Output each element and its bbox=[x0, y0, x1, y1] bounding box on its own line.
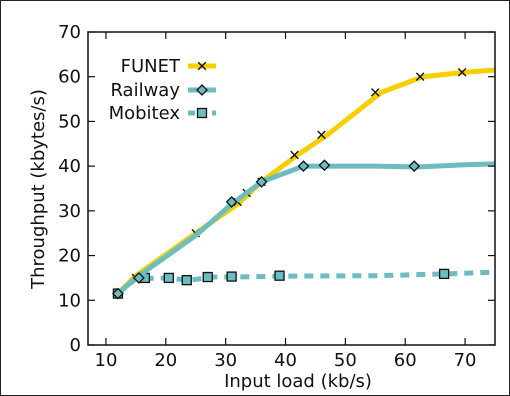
data-point-railway bbox=[132, 272, 145, 284]
y-axis-title: Throughput (kbytes/s) bbox=[28, 89, 49, 290]
data-point-railway bbox=[297, 160, 310, 173]
legend-label: Railway bbox=[110, 80, 180, 101]
series-line-mobitex bbox=[116, 269, 496, 296]
data-point-railway bbox=[225, 195, 238, 208]
y-tick-label: 60 bbox=[58, 67, 81, 88]
data-point-mobitex bbox=[438, 268, 450, 280]
y-tick-label: 20 bbox=[58, 246, 81, 267]
data-point-funet bbox=[415, 72, 425, 82]
data-point-railway bbox=[112, 287, 124, 300]
plot-area-border bbox=[87, 31, 496, 346]
legend-marker-funet bbox=[197, 61, 207, 71]
x-tick-label: 20 bbox=[154, 350, 177, 371]
x-tick-label: 60 bbox=[394, 350, 417, 371]
legend-label: Mobitex bbox=[109, 103, 181, 124]
data-point-funet bbox=[317, 130, 326, 140]
y-tick-label: 10 bbox=[58, 290, 81, 311]
data-point-funet bbox=[457, 67, 467, 77]
data-point-mobitex bbox=[274, 270, 285, 281]
data-point-railway bbox=[318, 159, 331, 172]
marker-stroke bbox=[370, 88, 380, 97]
data-point-mobitex bbox=[181, 275, 192, 286]
legend-label: FUNET bbox=[121, 56, 181, 77]
data-point-railway bbox=[255, 175, 268, 188]
y-tick-label: 30 bbox=[58, 201, 81, 222]
data-point-mobitex bbox=[226, 271, 237, 282]
legend-marker-railway bbox=[196, 84, 208, 96]
x-tick-label: 70 bbox=[454, 350, 477, 371]
data-point-railway bbox=[408, 160, 421, 173]
y-tick-label: 40 bbox=[58, 156, 81, 177]
x-tick-label: 50 bbox=[334, 350, 357, 371]
marker-stroke bbox=[290, 150, 299, 160]
marker-stroke bbox=[415, 72, 425, 82]
marker-stroke bbox=[457, 67, 467, 77]
x-tick-label: 40 bbox=[274, 350, 297, 371]
data-point-funet bbox=[290, 150, 299, 160]
series-mobitex bbox=[112, 268, 496, 299]
x-tick-label: 30 bbox=[214, 350, 237, 371]
legend-marker-mobitex bbox=[196, 107, 208, 119]
y-tick-label: 0 bbox=[70, 335, 81, 356]
marker-stroke bbox=[317, 130, 326, 140]
y-tick-label: 50 bbox=[58, 111, 81, 132]
y-tick-label: 70 bbox=[58, 22, 81, 43]
data-point-funet bbox=[370, 88, 380, 97]
data-point-mobitex bbox=[202, 271, 213, 283]
series-railway bbox=[112, 159, 496, 300]
marker-stroke bbox=[197, 61, 207, 71]
data-point-mobitex bbox=[163, 272, 174, 284]
x-axis-title: Input load (kb/s) bbox=[224, 371, 372, 392]
x-tick-label: 10 bbox=[95, 350, 118, 371]
